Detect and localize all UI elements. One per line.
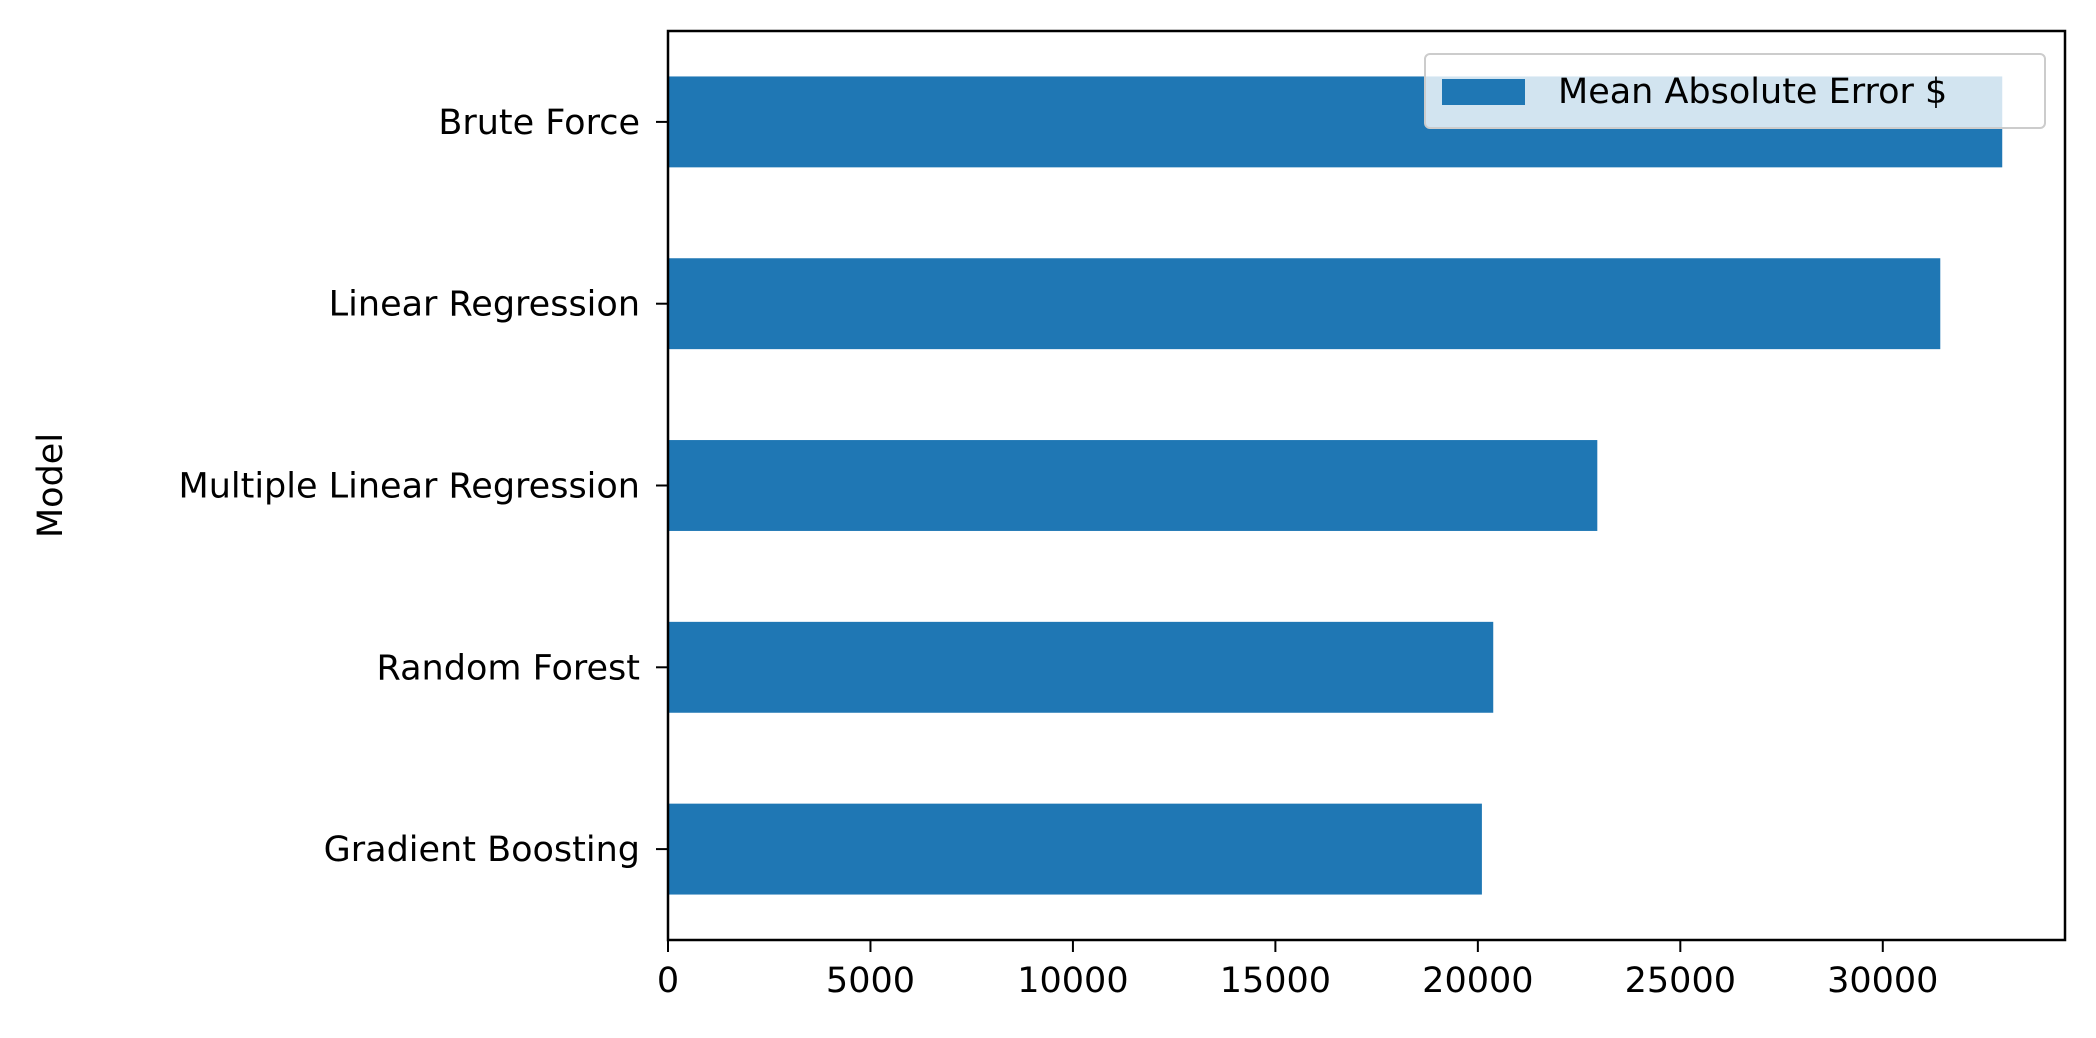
y-axis-label: Model (31, 433, 71, 538)
x-tick-label: 30000 (1827, 961, 1938, 1001)
y-tick-label: Linear Regression (329, 285, 640, 325)
legend-label: Mean Absolute Error $ (1558, 72, 1947, 112)
bar (668, 440, 1598, 531)
y-tick-label: Random Forest (377, 648, 640, 688)
x-tick-label: 15000 (1220, 961, 1331, 1001)
y-tick-label: Gradient Boosting (324, 830, 640, 870)
x-tick-label: 20000 (1422, 961, 1533, 1001)
bar (668, 258, 1941, 350)
x-tick-label: 10000 (1017, 961, 1128, 1001)
x-tick-label: 25000 (1625, 961, 1736, 1001)
bar (668, 803, 1482, 895)
y-tick-label: Multiple Linear Regression (179, 467, 641, 507)
y-axis-ticks: Brute Force Linear Regression Multiple Lin… (179, 103, 668, 870)
x-axis-ticks: 0 5000 10000 15000 20000 25000 30000 (657, 940, 1938, 1001)
legend-box (1424, 53, 2046, 129)
legend-swatch (1442, 79, 1525, 105)
y-tick-label: Brute Force (438, 103, 640, 143)
bar (668, 621, 1494, 713)
x-tick-label: 5000 (826, 961, 915, 1001)
x-tick-label: 0 (657, 961, 679, 1001)
legend: Mean Absolute Error $ (1424, 53, 2046, 129)
